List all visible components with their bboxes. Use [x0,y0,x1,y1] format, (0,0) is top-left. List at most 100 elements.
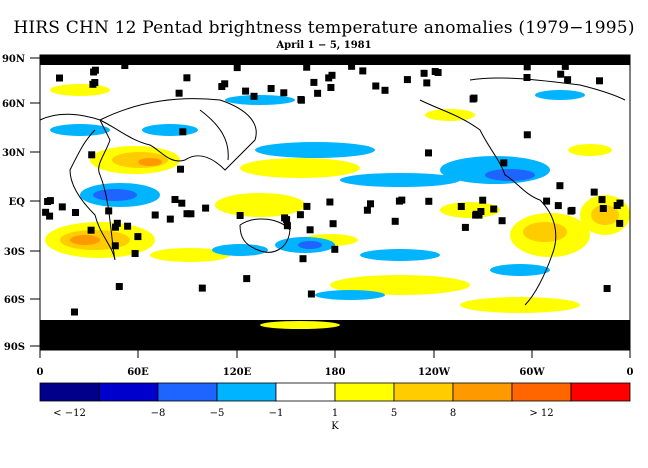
lat-label: 60N [2,99,25,110]
missing-data-square [616,219,624,227]
missing-data-square [44,198,52,205]
missing-data-square [363,206,371,214]
lat-label: 60S [4,295,25,306]
missing-data-square [166,215,174,223]
missing-data-square [187,210,195,218]
colorbar-segment [216,382,277,402]
latitude-axis: 90N 60N 30N EQ 30S 60S 90S [2,54,40,353]
lon-label: 0 [627,367,634,378]
missing-data-square [151,211,159,219]
colorbar-label: −1 [269,408,284,419]
lon-label: 60W [519,367,545,378]
missing-data-square [425,197,433,205]
missing-data-square [297,96,305,103]
colorbar [39,382,631,402]
missing-data-square [202,204,210,212]
missing-data-square [58,203,66,211]
missing-data-square [72,209,79,216]
missing-data-square [236,212,244,219]
missing-data-square [91,66,99,74]
missing-data-square [498,217,506,225]
missing-data-square [134,233,142,241]
missing-data-square [616,199,624,207]
missing-data-square [121,62,129,69]
missing-data-square [391,217,399,225]
missing-data-square [457,203,465,210]
colorbar-label: < −12 [53,408,86,419]
missing-data-square [221,80,229,88]
missing-data-square [91,79,99,86]
missing-data-square [42,208,50,216]
missing-data-square [590,188,598,196]
missing-data-square [296,211,304,219]
missing-data-square [331,245,339,253]
missing-data-square [434,69,442,76]
colorbar-segment [334,382,395,402]
missing-data-square [56,74,63,82]
missing-data-square [233,64,241,72]
missing-data-square [46,212,54,220]
missing-data-square [267,85,275,92]
missing-data-square [564,76,572,84]
missing-data-square [425,149,432,157]
coastlines [39,77,626,306]
missing-data-square [554,202,562,210]
colorbar-segment [98,382,159,402]
missing-data-square [171,196,179,203]
colorbar-segment [393,382,454,402]
missing-data-square [183,74,191,82]
lon-label: 180 [325,367,346,378]
missing-data-square [71,308,78,316]
north-missing-band [40,55,630,65]
missing-data-square [568,206,576,214]
missing-data-square [599,205,607,212]
map-subtitle: April 1 − 5, 1981 [276,40,372,51]
missing-data-square [242,87,250,95]
missing-data-square [490,205,498,213]
colorbar-label: −5 [210,408,225,419]
missing-data-square [479,196,487,204]
missing-data-square [473,210,480,218]
missing-data-square [372,82,380,90]
missing-data-square [299,255,307,263]
map-plot-area [39,54,631,351]
missing-data-square [596,77,603,85]
lat-label: EQ [9,197,26,208]
lat-label: 90N [2,54,25,65]
missing-data-square [183,210,191,218]
missing-data-square [523,74,531,81]
missing-data-square [603,285,611,292]
lon-label: 0 [37,367,44,378]
missing-data-square [359,67,367,75]
missing-data-square [178,199,186,207]
colorbar-label: 1 [332,408,338,419]
missing-data-square [177,165,184,173]
missing-data-square [113,219,121,227]
colorbar-labels: < −12 −8 −5 −1 1 5 8 > 12 [53,408,553,419]
missing-data-square [329,220,337,228]
missing-data-square [111,242,119,250]
lat-label: 30S [4,247,25,258]
missing-data-square [598,196,606,204]
missing-data-square [306,226,314,234]
lon-label: 120W [418,367,451,378]
missing-data-square [327,84,335,91]
missing-data-square [461,223,469,231]
missing-data-square [557,70,565,78]
missing-data-square [303,63,311,71]
missing-data-square [561,62,569,70]
missing-data-square [326,198,334,206]
missing-data-square [250,92,258,100]
missing-data-square [87,226,95,234]
missing-data-square [420,69,428,77]
colorbar-segment [452,382,513,402]
missing-data-square [477,208,485,215]
colorbar-unit: K [331,421,339,432]
colorbar-label: 5 [391,408,397,419]
missing-data-square [112,223,119,231]
missing-data-square [307,290,315,298]
missing-data-square [280,89,288,97]
missing-data-square [423,79,431,87]
missing-data-square [523,63,531,71]
